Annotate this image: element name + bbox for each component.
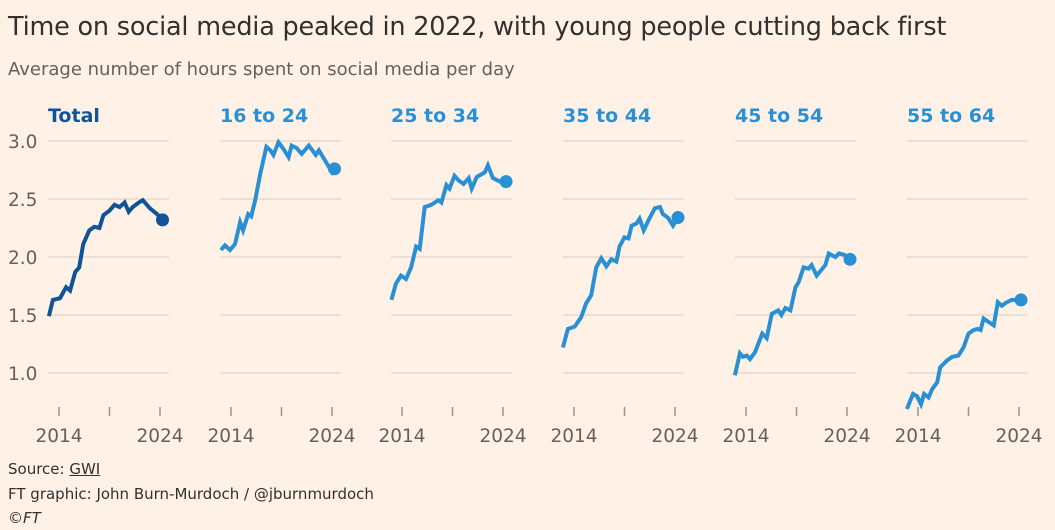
x-tick-label: 2014 (35, 426, 82, 447)
panel-label: 45 to 54 (735, 105, 823, 127)
series-line-16-to-24 (219, 138, 337, 253)
series-line-45-to-54 (732, 250, 852, 376)
series-line-25-to-34 (389, 160, 506, 301)
credit-line: FT graphic: John Burn-Murdoch / @jburnmu… (8, 485, 374, 503)
x-tick-label: 2024 (823, 426, 870, 447)
source-link[interactable]: GWI (69, 460, 101, 478)
series-line-total (46, 197, 164, 317)
series-line-55-to-64 (905, 297, 1021, 410)
series-line-35-to-44 (560, 204, 680, 349)
end-point-marker (328, 162, 342, 176)
x-tick-label: 2014 (894, 426, 941, 447)
chart-subtitle: Average number of hours spent on social … (8, 59, 515, 80)
x-tick-label: 2024 (995, 426, 1042, 447)
end-point-marker (1014, 293, 1028, 307)
x-tick-label: 2024 (308, 426, 355, 447)
x-tick-label: 2014 (550, 426, 597, 447)
chart-title: Time on social media peaked in 2022, wit… (8, 12, 947, 42)
panel-label: 35 to 44 (563, 105, 651, 127)
end-point-marker (156, 213, 170, 227)
x-tick-label: 2024 (136, 426, 183, 447)
source-label: Source: (8, 460, 70, 478)
copyright: ©FT (8, 509, 41, 527)
x-tick-label: 2014 (722, 426, 769, 447)
end-point-marker (843, 252, 857, 266)
x-tick-label: 2014 (207, 426, 254, 447)
small-multiples-chart: 3.0 2.5 2.0 1.5 1.0 Total 2014 2024 16 to 24 2014… (8, 105, 1043, 447)
end-point-marker (499, 175, 513, 189)
end-point-marker (671, 211, 685, 225)
panel-label: Total (48, 105, 100, 127)
y-tick-label: 1.0 (8, 364, 37, 385)
panel-label: 16 to 24 (220, 105, 308, 127)
y-tick-label: 1.5 (8, 306, 37, 327)
x-tick-label: 2024 (479, 426, 526, 447)
x-tick-label: 2024 (651, 426, 698, 447)
panel-label: 25 to 34 (391, 105, 479, 127)
y-tick-label: 2.0 (8, 248, 37, 269)
y-tick-label: 3.0 (8, 132, 37, 153)
panel-label: 55 to 64 (907, 105, 995, 127)
y-tick-label: 2.5 (8, 190, 37, 211)
x-tick-label: 2014 (378, 426, 425, 447)
source-line: Source: GWI (8, 460, 100, 478)
